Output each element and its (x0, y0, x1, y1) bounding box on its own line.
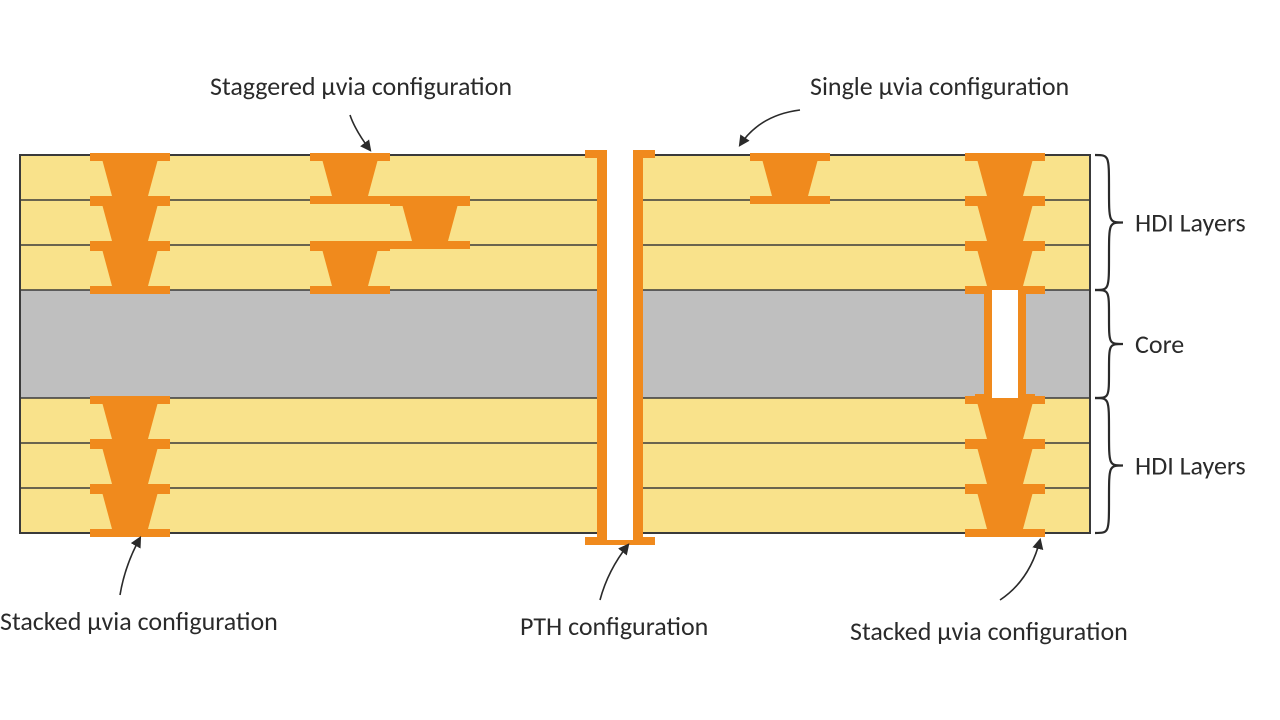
stacked-top-left-2-pad-bot (90, 286, 170, 294)
stacked-top-left-0-pad-top (90, 153, 170, 161)
layer-hdi_bot_1 (20, 398, 1090, 443)
core-via-hole (992, 290, 1018, 398)
stacked-top-left-1-pad-top (90, 198, 170, 206)
pth-wall-l (597, 150, 607, 540)
arrow-staggered-label: Staggered µvia configuration (210, 70, 512, 102)
stacked-top-left-2-pad-top (90, 243, 170, 251)
layer-hdi_top_2 (20, 200, 1090, 245)
single-via-pad-top (750, 153, 830, 161)
layer-core (20, 290, 1090, 398)
layer-hdi_top_3 (20, 245, 1090, 290)
staggered-2-pad-bot (310, 286, 390, 294)
stacked-bot-left-2-pad-bot (90, 529, 170, 537)
staggered-0-pad-top (310, 153, 390, 161)
arrow-single-label: Single µvia configuration (810, 70, 1069, 102)
stacked-bot-right-2-pad-top (965, 486, 1045, 494)
side-label-2: HDI Layers (1135, 450, 1246, 482)
core-via-wall-r (1018, 290, 1026, 398)
stacked-bot-right-1-pad-top (965, 441, 1045, 449)
pth-wall-r (633, 150, 643, 540)
single-via-pad-bot (750, 196, 830, 204)
pth-hole (607, 150, 633, 540)
layer-hdi_bot_2 (20, 443, 1090, 488)
layer-hdi_top_1 (20, 155, 1090, 200)
stacked-top-right-1-pad-top (965, 198, 1045, 206)
stacked-bot-left-1-pad-top (90, 441, 170, 449)
stacked-bot-left-0-pad-top (90, 396, 170, 404)
side-label-0: HDI Layers (1135, 207, 1246, 239)
arrow-stacked-left-label: Stacked µvia configuration (0, 605, 278, 637)
arrow-pth-label: PTH configuration (520, 610, 708, 642)
stacked-bot-left-2-pad-top (90, 486, 170, 494)
stacked-bot-right-2-pad-bot (965, 529, 1045, 537)
core-via-wall-l (984, 290, 992, 398)
stacked-top-right-2-pad-top (965, 243, 1045, 251)
staggered-link-0 (310, 196, 470, 204)
layer-hdi_bot_3 (20, 488, 1090, 533)
staggered-link-1 (310, 241, 470, 249)
side-label-1: Core (1135, 328, 1184, 360)
arrow-stacked-right-label: Stacked µvia configuration (850, 615, 1128, 647)
stacked-top-right-0-pad-top (965, 153, 1045, 161)
